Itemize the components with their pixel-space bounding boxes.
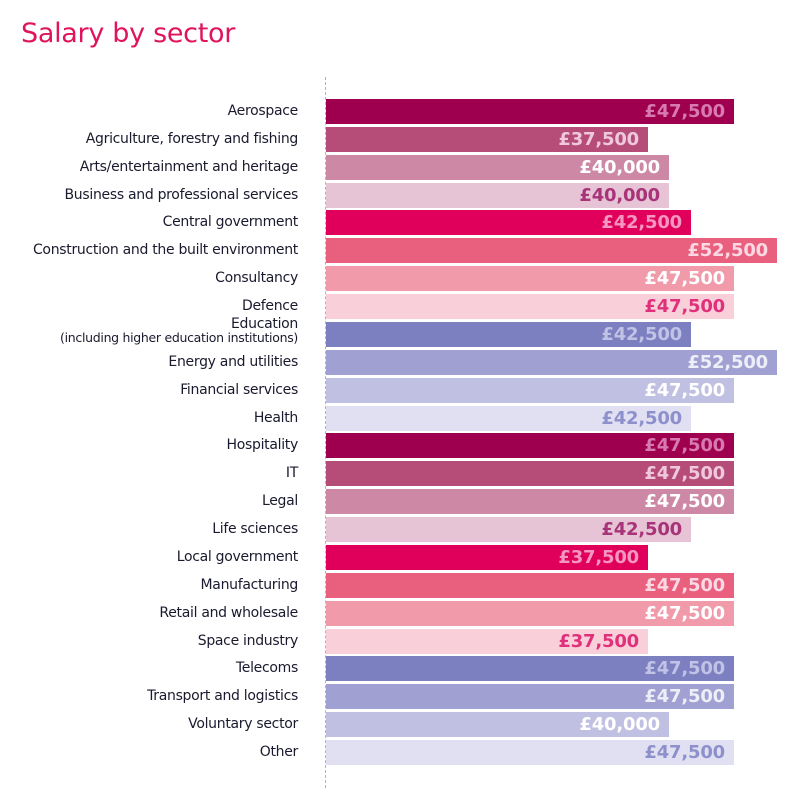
bar: £40,000 xyxy=(326,712,669,738)
category-label: Legal xyxy=(262,493,298,509)
category-label-text: Arts/entertainment and heritage xyxy=(79,158,299,175)
category-label-text: Agriculture, forestry and fishing xyxy=(85,130,299,147)
category-label-text: Retail and wholesale xyxy=(159,604,298,621)
category-label-text: Other xyxy=(259,744,299,760)
bar: £47,500 xyxy=(326,656,734,682)
bar: £47,500 xyxy=(326,433,734,459)
bar: £47,500 xyxy=(326,294,734,320)
category-label-text: Aerospace xyxy=(227,103,299,119)
bar: £47,500 xyxy=(326,377,734,403)
bar-value-label: £42,500 xyxy=(601,323,682,345)
category-label-text: Manufacturing xyxy=(200,576,299,593)
bar-value-label: £40,000 xyxy=(579,714,660,736)
bar-value-label: £42,500 xyxy=(601,407,682,429)
category-label: Energy and utilities xyxy=(168,354,298,370)
category-label: Consultancy xyxy=(215,270,298,286)
category-label: Telecoms xyxy=(236,660,298,676)
category-label: Arts/entertainment and heritage xyxy=(79,158,299,175)
category-label-text: Health xyxy=(253,409,298,426)
bar: £47,500 xyxy=(326,461,734,487)
bar: £47,500 xyxy=(326,600,734,626)
bar-value-label: £42,500 xyxy=(601,212,682,234)
bar: £42,500 xyxy=(326,321,691,347)
category-label: Hospitality xyxy=(227,437,299,453)
category-label: Financial services xyxy=(180,382,298,398)
category-label: Transport and logistics xyxy=(147,688,298,704)
bar-value-label: £47,500 xyxy=(644,101,725,122)
category-label: Life sciences xyxy=(212,521,298,537)
category-label-text: Central government xyxy=(162,214,299,231)
category-label-text: Legal xyxy=(261,493,298,510)
bar: £37,500 xyxy=(326,544,648,570)
category-label: IT xyxy=(286,465,298,481)
bar-value-label: £52,500 xyxy=(687,351,768,373)
bar: £42,500 xyxy=(326,210,691,236)
bar: £47,500 xyxy=(326,99,734,124)
category-label: Agriculture, forestry and fishing xyxy=(85,130,299,147)
bar-value-label: £52,500 xyxy=(687,240,768,262)
category-sublabel: (including higher education institutions… xyxy=(60,329,298,345)
category-label-text: Life sciences xyxy=(212,521,298,538)
bar-value-label: £40,000 xyxy=(579,156,660,178)
category-label: Voluntary sector xyxy=(188,716,298,732)
category-label-text: Financial services xyxy=(180,381,298,398)
bar: £37,500 xyxy=(326,628,648,654)
category-label: Aerospace xyxy=(227,103,299,119)
category-label-text: Defence xyxy=(241,298,298,315)
category-label: Education (including higher education ins… xyxy=(60,316,298,344)
category-label-text: Education xyxy=(231,315,298,332)
bar: £47,500 xyxy=(326,740,734,765)
category-label: Other xyxy=(259,744,299,760)
category-label: Space industry xyxy=(197,632,299,649)
category-label-text: Local government xyxy=(176,548,299,565)
bar: £37,500 xyxy=(326,126,648,152)
bar-value-label: £47,500 xyxy=(644,296,725,318)
category-label-text: Consultancy xyxy=(215,270,298,287)
bar-value-label: £37,500 xyxy=(558,546,639,568)
bar-value-label: £47,500 xyxy=(644,602,725,624)
bar-value-label: £47,500 xyxy=(644,463,725,485)
category-label: Business and professional services xyxy=(65,187,299,203)
category-label: Health xyxy=(254,410,298,426)
bar: £47,500 xyxy=(326,572,734,598)
category-label: Manufacturing xyxy=(200,576,299,593)
bar-value-label: £47,500 xyxy=(644,574,725,596)
category-label-text: IT xyxy=(285,465,298,482)
bar: £47,500 xyxy=(326,489,734,515)
bar: £42,500 xyxy=(326,517,691,543)
bar-value-label: £47,500 xyxy=(644,491,725,513)
bar-value-label: £37,500 xyxy=(558,128,639,150)
bar: £52,500 xyxy=(326,238,777,264)
category-label: Local government xyxy=(176,548,299,565)
bar-value-label: £47,500 xyxy=(644,686,725,708)
category-label: Construction and the built environment xyxy=(33,242,298,258)
bar-value-label: £47,500 xyxy=(644,658,725,680)
bar-value-label: £42,500 xyxy=(601,519,682,541)
bar: £40,000 xyxy=(326,154,669,180)
category-label: Defence xyxy=(242,298,298,314)
bar: £47,500 xyxy=(326,684,734,710)
chart-title: Salary by sector xyxy=(21,18,236,49)
category-label-text: Energy and utilities xyxy=(168,353,298,370)
bar: £47,500 xyxy=(326,266,734,292)
bar-value-label: £40,000 xyxy=(579,184,660,206)
category-label-text: Space industry xyxy=(197,632,299,649)
category-label-text: Telecoms xyxy=(235,660,298,677)
category-label: Retail and wholesale xyxy=(159,605,298,621)
category-label-text: Transport and logistics xyxy=(147,688,298,705)
bar: £40,000 xyxy=(326,182,669,208)
category-label-text: Business and professional services xyxy=(64,186,299,203)
axis-baseline xyxy=(325,77,326,788)
category-label-text: Hospitality xyxy=(226,437,299,454)
category-label-text: Voluntary sector xyxy=(188,716,298,733)
bar-value-label: £47,500 xyxy=(644,268,725,290)
bar-value-label: £47,500 xyxy=(644,742,725,763)
category-label: Central government xyxy=(162,214,299,231)
bar: £42,500 xyxy=(326,405,691,431)
bar-value-label: £47,500 xyxy=(644,379,725,401)
bar-value-label: £37,500 xyxy=(558,630,639,652)
bar-value-label: £47,500 xyxy=(644,435,725,457)
category-label-text: Construction and the built environment xyxy=(32,242,298,259)
bar: £52,500 xyxy=(326,349,777,375)
